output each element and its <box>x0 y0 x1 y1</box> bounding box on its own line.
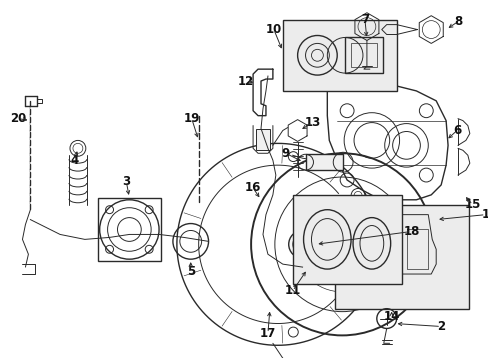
Text: 16: 16 <box>244 181 261 194</box>
Text: 5: 5 <box>186 265 194 278</box>
Circle shape <box>288 230 316 258</box>
Bar <box>345 37 382 73</box>
Text: 4: 4 <box>71 154 79 167</box>
Bar <box>256 129 269 150</box>
Text: 18: 18 <box>403 225 419 238</box>
Bar <box>282 20 396 91</box>
Text: 15: 15 <box>464 198 480 211</box>
Bar <box>335 205 468 309</box>
Circle shape <box>297 36 337 75</box>
Text: 13: 13 <box>304 116 320 129</box>
Bar <box>350 44 376 67</box>
Text: 7: 7 <box>360 13 368 26</box>
Text: 3: 3 <box>122 175 130 189</box>
Text: 17: 17 <box>259 327 276 340</box>
Bar <box>98 198 161 261</box>
Text: 19: 19 <box>183 112 200 125</box>
Text: 20: 20 <box>10 112 26 125</box>
Bar <box>292 195 401 284</box>
Text: 2: 2 <box>436 320 444 333</box>
Text: 9: 9 <box>281 147 289 160</box>
Text: 12: 12 <box>238 75 254 87</box>
Text: 11: 11 <box>284 284 300 297</box>
Bar <box>305 154 343 170</box>
Text: 14: 14 <box>383 310 399 323</box>
Text: 8: 8 <box>453 15 461 28</box>
Text: 1: 1 <box>481 208 488 221</box>
Text: 6: 6 <box>452 124 460 137</box>
Text: 10: 10 <box>265 23 282 36</box>
